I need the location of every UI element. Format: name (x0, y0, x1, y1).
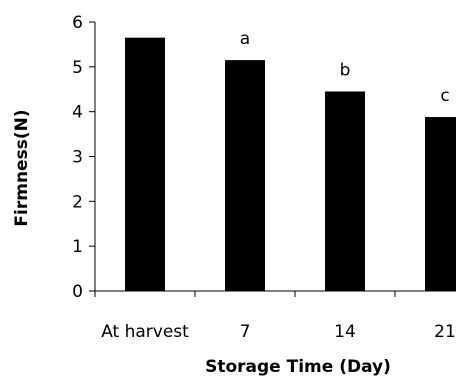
y-axis: 0 1 2 3 4 5 6 (72, 13, 96, 302)
y-tick-label: 2 (72, 192, 83, 212)
y-tick-label: 3 (72, 148, 83, 168)
x-tick-label: 14 (334, 322, 356, 342)
y-tick-label: 0 (72, 282, 83, 302)
y-tick-label: 4 (72, 103, 83, 123)
data-labels: a b c (240, 29, 450, 106)
significance-label: c (440, 86, 449, 106)
x-tick-label: At harvest (101, 322, 189, 342)
bars (125, 37, 456, 292)
y-tick-label: 5 (72, 58, 83, 78)
bar (125, 37, 165, 291)
y-tick-label: 6 (72, 13, 83, 33)
y-axis-title: Firmness(N) (12, 109, 32, 226)
bar (425, 117, 456, 292)
x-axis: At harvest 7 14 21 (94, 290, 456, 342)
significance-label: a (240, 29, 250, 49)
x-axis-title: Storage Time (Day) (205, 357, 391, 377)
bar (225, 60, 265, 291)
bar (325, 91, 365, 291)
y-tick-label: 1 (72, 237, 83, 257)
significance-label: b (340, 60, 351, 80)
x-tick-label: 7 (240, 322, 251, 342)
x-tick-label: 21 (434, 322, 456, 342)
